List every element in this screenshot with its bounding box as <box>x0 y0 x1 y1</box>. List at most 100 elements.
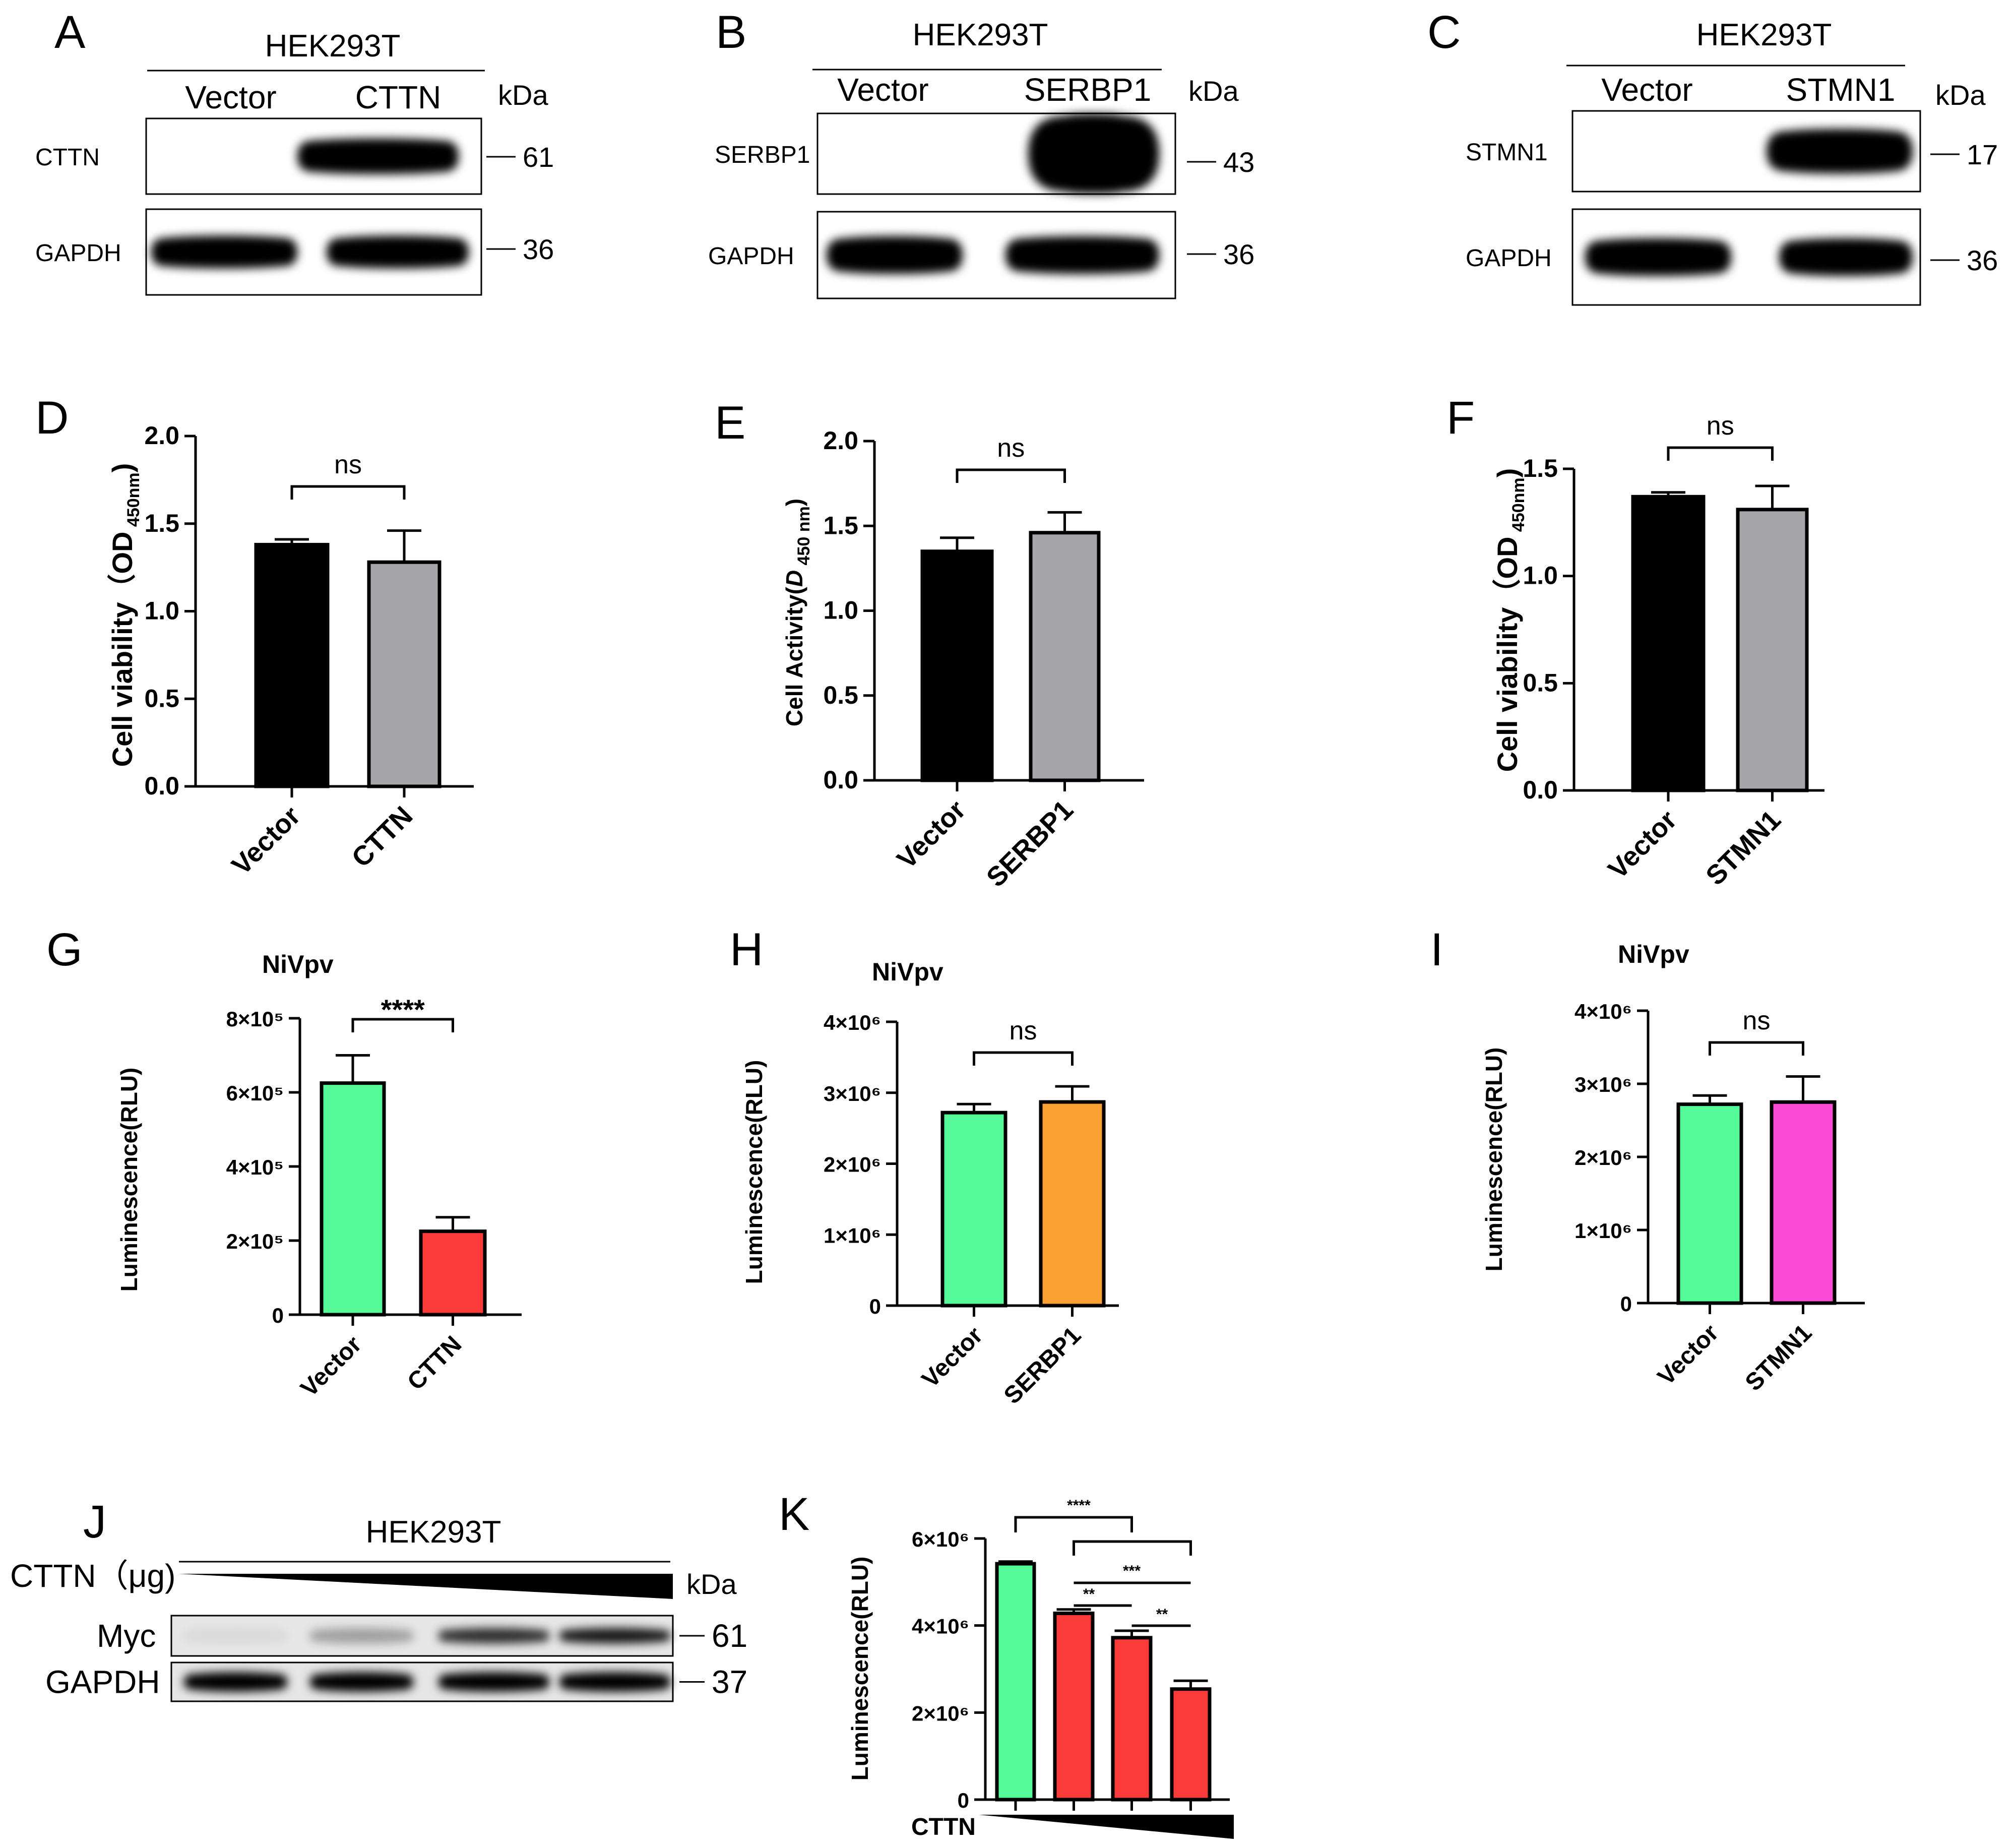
chart-E-y-tick-label: 2.0 <box>823 426 858 455</box>
blot-C-marker-label: 17 <box>1967 139 1998 170</box>
chart-F-y-label-close: ) <box>1491 468 1523 478</box>
chart-G-y-tick-label: 6×10⁵ <box>226 1081 284 1105</box>
chart-K-dose-wedge <box>979 1815 1234 1839</box>
blot-C-band <box>1779 238 1913 276</box>
blot-A-band <box>297 138 459 174</box>
chart-F-y-tick-label: 0.5 <box>1523 668 1558 697</box>
chart-F-sig-label: ns <box>1707 411 1734 441</box>
chart-K-bar <box>1053 1611 1095 1802</box>
chart-G-y-tick-label: 8×10⁵ <box>226 1007 284 1031</box>
blot-B-kda-label: kDa <box>1188 75 1239 107</box>
chart-I-category-label: STMN1 <box>1740 1319 1817 1396</box>
chart-K-sig-label: ** <box>1156 1606 1168 1623</box>
chart-G-y-tick-label: 2×10⁵ <box>226 1229 284 1253</box>
chart-H-category-label: Vector <box>917 1322 988 1393</box>
chart-K-sig-label: ** <box>1083 1586 1095 1603</box>
chart-E-y-label-close: ) <box>781 499 807 506</box>
chart-H-y-label: Luminescence(RLU) <box>741 1060 767 1284</box>
chart-F-y-tick-label: 1.0 <box>1523 562 1558 590</box>
chart-I-title: NiVpv <box>1618 940 1689 968</box>
blot-B-band <box>827 236 963 274</box>
chart-I-y-tick-label: 0 <box>1620 1292 1632 1316</box>
chart-K-y-tick-label: 4×10⁶ <box>912 1615 969 1638</box>
blot-J-band <box>438 1672 549 1692</box>
chart-G-title: NiVpv <box>262 950 334 978</box>
blot-C-band <box>1767 129 1913 174</box>
chart-I-sig-label: ns <box>1743 1006 1771 1035</box>
blot-B-marker-label: 36 <box>1223 238 1254 270</box>
blot-C-cell-line: HEK293T <box>1696 18 1832 52</box>
chart-I-y-tick-label: 2×10⁶ <box>1574 1146 1632 1169</box>
chart-I-y-tick-label: 4×10⁶ <box>1574 1000 1632 1023</box>
chart-D-y-label: Cell viability（OD 450nm) <box>106 463 143 767</box>
chart-K-y-label-main: Luminescence(RLU) <box>847 1557 873 1781</box>
chart-K-y-tick-label: 6×10⁶ <box>912 1527 969 1551</box>
chart-E-y-label-italic: D <box>781 570 807 587</box>
chart-K-y-tick-label: 0 <box>958 1789 969 1812</box>
blot-A-lane-label: CTTN <box>355 79 442 115</box>
chart-I-sig-bracket <box>1709 1041 1804 1056</box>
chart-D-y-tick-label: 2.0 <box>144 421 179 450</box>
blot-C-lane-label: Vector <box>1601 72 1692 108</box>
chart-D-sig-bracket <box>290 485 406 500</box>
blot-C-kda-label: kDa <box>1935 79 1986 111</box>
chart-E-bar <box>920 549 994 782</box>
chart-K-bar <box>995 1562 1036 1802</box>
chart-E-category-label: SERBP1 <box>981 794 1079 893</box>
chart-D-y-tick-label: 1.5 <box>144 509 179 537</box>
chart-I-y-label: Luminescence(RLU) <box>1481 1048 1507 1272</box>
chart-G-sig-label: **** <box>381 994 425 1025</box>
chart-F-category-label: STMN1 <box>1700 805 1787 891</box>
chart-D-category-label: Vector <box>226 800 306 881</box>
blot-J-band <box>184 1672 287 1692</box>
chart-F-sig-bracket <box>1667 446 1774 461</box>
blot-A-kda-label: kDa <box>498 79 548 111</box>
chart-G-bar <box>419 1229 487 1317</box>
chart-K-y-tick-label: 2×10⁶ <box>912 1701 969 1725</box>
blot-A-lane-label: Vector <box>185 79 276 115</box>
panel-label-D: D <box>35 392 69 444</box>
chart-F-y-tick-label: 0.0 <box>1523 776 1558 804</box>
blot-B-protein-label: GAPDH <box>708 243 794 270</box>
chart-E-y-label: Cell Activity(D 450 nm) <box>781 499 813 726</box>
chart-H-category-label: SERBP1 <box>999 1322 1086 1409</box>
chart-K-sig-bracket <box>1073 1540 1192 1556</box>
chart-E-y-tick-label: 0.5 <box>823 681 858 709</box>
blot-B-band <box>1005 236 1159 274</box>
chart-H-sig-label: ns <box>1010 1016 1037 1045</box>
chart-D-bar <box>254 542 330 788</box>
chart-F-y-label: Cell viability（OD 450nm) <box>1491 468 1528 772</box>
chart-G-y-label-main: Luminescence(RLU) <box>116 1068 142 1292</box>
blot-A-band <box>327 235 469 269</box>
chart-K-y-label: Luminescence(RLU) <box>847 1557 873 1781</box>
blot-J-band <box>310 1672 413 1692</box>
chart-D-y-tick-label: 1.0 <box>144 597 179 625</box>
chart-I-y-tick-label: 1×10⁶ <box>1574 1219 1632 1243</box>
blot-J-protein-label: GAPDH <box>45 1664 160 1700</box>
chart-D-y-label-main: Cell viability（OD <box>106 532 138 767</box>
blot-J-band <box>184 1628 287 1644</box>
chart-H-y-tick-label: 2×10⁶ <box>824 1153 881 1177</box>
panel-label-H: H <box>730 924 763 975</box>
chart-I-bar <box>1770 1100 1837 1305</box>
chart-H-bar <box>1039 1100 1106 1308</box>
chart-F-y-label-main: Cell viability（OD <box>1491 537 1523 772</box>
blot-C-protein-label: GAPDH <box>1466 245 1552 272</box>
blot-A-band <box>151 235 297 269</box>
blot-C-band <box>1585 238 1731 276</box>
blot-B-lane-label: SERBP1 <box>1024 72 1152 108</box>
chart-G-category-label: CTTN <box>402 1331 467 1395</box>
chart-I-category-label: Vector <box>1653 1319 1724 1390</box>
blot-J-band <box>559 1628 670 1644</box>
panel-label-K: K <box>779 1489 809 1540</box>
chart-F-y-label-sub: 450nm <box>1509 477 1528 536</box>
chart-F-bar <box>1736 508 1809 792</box>
chart-E-bar <box>1029 531 1101 782</box>
chart-K-sig-bracket <box>1014 1516 1133 1532</box>
chart-K-sig-label: **** <box>1067 1497 1091 1514</box>
blot-A-cell-line: HEK293T <box>265 29 401 64</box>
blot-B-band <box>1028 113 1159 194</box>
chart-G-y-tick-label: 0 <box>272 1304 284 1327</box>
panel-label-B: B <box>716 7 746 58</box>
